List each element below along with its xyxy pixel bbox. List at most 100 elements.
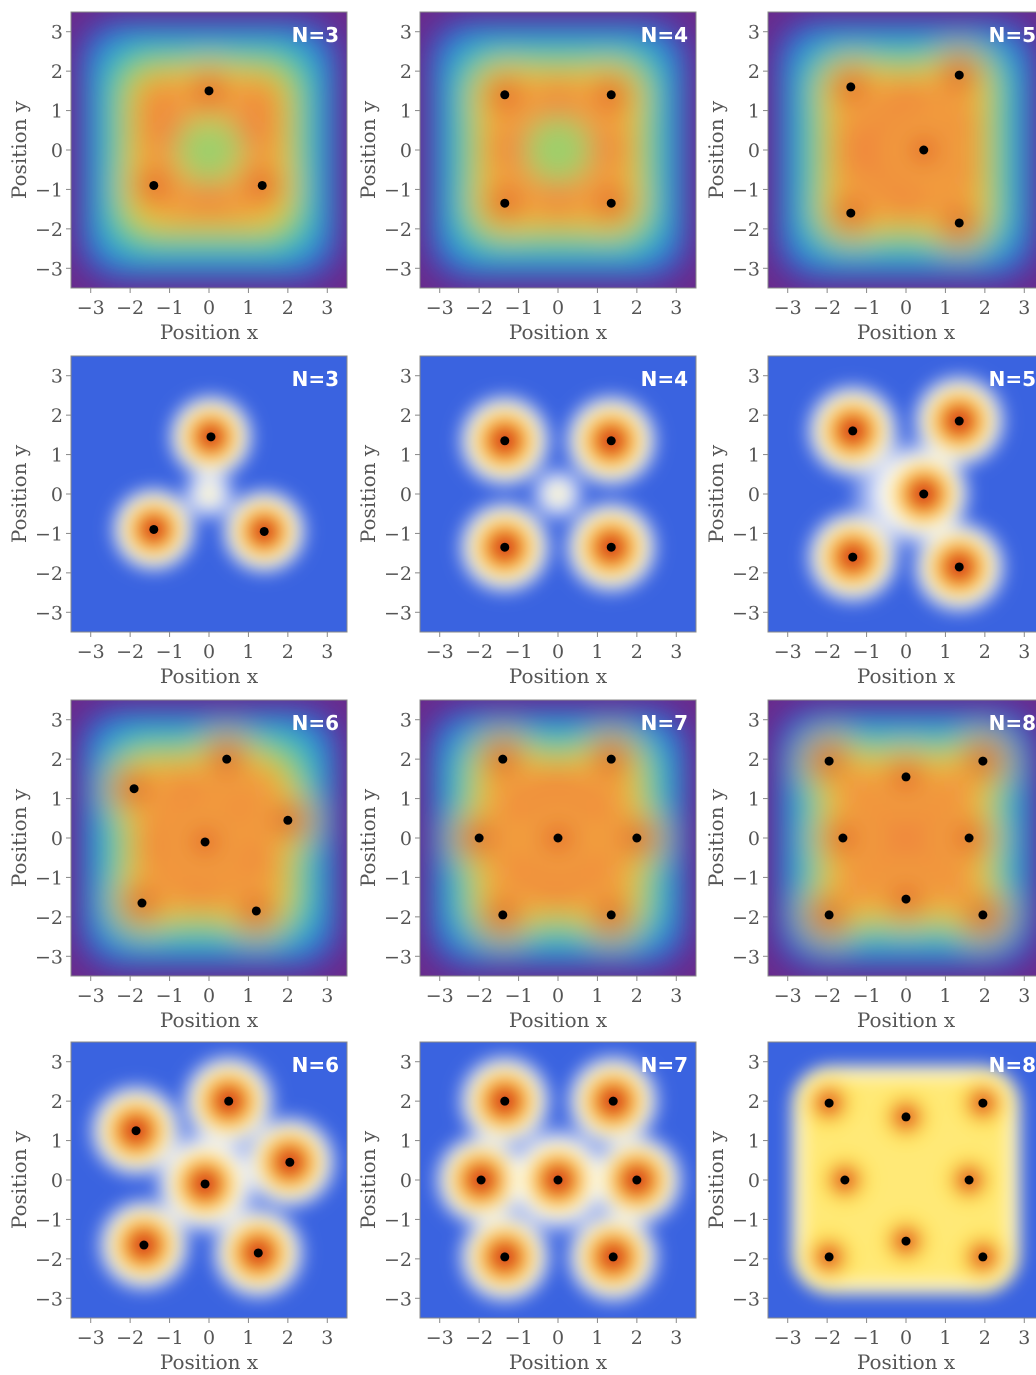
y-tick-label: 3	[51, 366, 63, 388]
data-point	[848, 426, 858, 436]
x-tick-label: −1	[156, 1327, 184, 1349]
x-axis-label: Position x	[857, 1350, 956, 1374]
x-tick-label: 2	[631, 297, 643, 319]
data-point	[919, 145, 929, 155]
particle-count-label: N=5	[989, 367, 1036, 391]
plot-area	[768, 700, 1036, 976]
x-tick-label: −2	[465, 297, 493, 319]
y-tick-label: 2	[51, 749, 63, 771]
y-tick-label: −3	[384, 1288, 412, 1310]
x-tick-label: 0	[203, 1327, 215, 1349]
y-tick-label: 3	[400, 366, 412, 388]
y-tick-label: −1	[35, 867, 63, 889]
y-tick-label: 0	[51, 484, 63, 506]
x-tick-label: 3	[321, 641, 333, 663]
y-tick-label: −2	[732, 219, 760, 241]
y-tick-label: 0	[400, 140, 412, 162]
data-point	[500, 198, 510, 208]
y-axis-label: Position y	[704, 100, 728, 199]
x-tick-label: 1	[242, 297, 254, 319]
data-point	[606, 436, 616, 446]
data-point	[553, 1175, 563, 1185]
data-point	[129, 784, 139, 794]
x-tick-label: 2	[282, 985, 294, 1007]
data-point	[824, 1252, 834, 1262]
x-tick-label: 1	[939, 641, 951, 663]
y-tick-label: −2	[384, 219, 412, 241]
x-tick-label: 0	[552, 1327, 564, 1349]
y-tick-label: 0	[51, 1170, 63, 1192]
x-tick-label: 0	[552, 985, 564, 1007]
y-tick-label: 3	[400, 710, 412, 732]
data-point	[553, 833, 563, 843]
data-point	[474, 833, 484, 843]
data-point	[978, 1252, 988, 1262]
y-tick-label: 2	[400, 749, 412, 771]
x-tick-label: 0	[900, 297, 912, 319]
y-tick-label: 2	[748, 405, 760, 427]
data-point	[824, 756, 834, 766]
y-tick-label: 3	[748, 22, 760, 44]
x-tick-label: 1	[591, 297, 603, 319]
x-tick-label: 2	[282, 297, 294, 319]
x-axis-label: Position x	[509, 1350, 608, 1374]
data-point	[222, 754, 232, 764]
x-tick-label: 3	[670, 297, 682, 319]
x-tick-label: −2	[813, 1327, 841, 1349]
y-tick-label: 1	[748, 445, 760, 467]
data-point	[824, 910, 834, 920]
x-tick-label: 3	[1018, 297, 1030, 319]
particle-count-label: N=4	[641, 367, 688, 391]
data-point	[964, 833, 974, 843]
y-tick-label: 1	[51, 789, 63, 811]
plot-area	[71, 356, 347, 632]
y-tick-label: −1	[384, 867, 412, 889]
y-tick-label: −1	[732, 523, 760, 545]
y-tick-label: −3	[732, 1288, 760, 1310]
data-point	[204, 86, 214, 96]
data-point	[500, 436, 510, 446]
x-axis-label: Position x	[509, 664, 608, 688]
density-dip	[524, 116, 592, 184]
y-tick-label: 1	[400, 101, 412, 123]
data-point	[824, 1098, 834, 1108]
data-point	[500, 1252, 510, 1262]
data-point	[978, 1098, 988, 1108]
plot-area	[71, 12, 347, 288]
particle-count-label: N=4	[641, 23, 688, 47]
y-tick-label: 2	[400, 61, 412, 83]
y-tick-label: −3	[35, 602, 63, 624]
x-tick-label: 0	[900, 985, 912, 1007]
y-tick-label: 1	[748, 1131, 760, 1153]
y-tick-label: −3	[732, 602, 760, 624]
data-point	[500, 90, 510, 100]
y-tick-label: −1	[35, 1209, 63, 1231]
y-tick-label: −3	[384, 602, 412, 624]
y-axis-label: Position y	[7, 444, 31, 543]
x-axis-label: Position x	[160, 320, 259, 344]
plot-area	[420, 356, 696, 632]
x-tick-label: −2	[116, 1327, 144, 1349]
data-point	[978, 910, 988, 920]
x-tick-label: −1	[505, 641, 533, 663]
x-tick-label: 1	[242, 641, 254, 663]
data-point	[954, 70, 964, 80]
particle-count-label: N=6	[292, 711, 339, 735]
x-tick-label: −1	[853, 641, 881, 663]
x-axis-label: Position x	[160, 1350, 259, 1374]
panel-1: −3 −3 −2 −2 −1 −1 0 0 1 1 2 2 3 3 Position x Position y…	[7, 11, 348, 344]
x-tick-label: −1	[505, 985, 533, 1007]
y-tick-label: −2	[384, 1249, 412, 1271]
y-tick-label: −3	[35, 258, 63, 280]
data-point	[149, 524, 159, 534]
x-tick-label: −3	[426, 641, 454, 663]
x-tick-label: 1	[939, 297, 951, 319]
y-tick-label: −1	[35, 179, 63, 201]
data-point	[149, 180, 159, 190]
x-tick-label: 0	[552, 641, 564, 663]
data-point	[954, 562, 964, 572]
y-tick-label: −3	[732, 258, 760, 280]
y-tick-label: 2	[748, 749, 760, 771]
x-tick-label: 0	[203, 985, 215, 1007]
